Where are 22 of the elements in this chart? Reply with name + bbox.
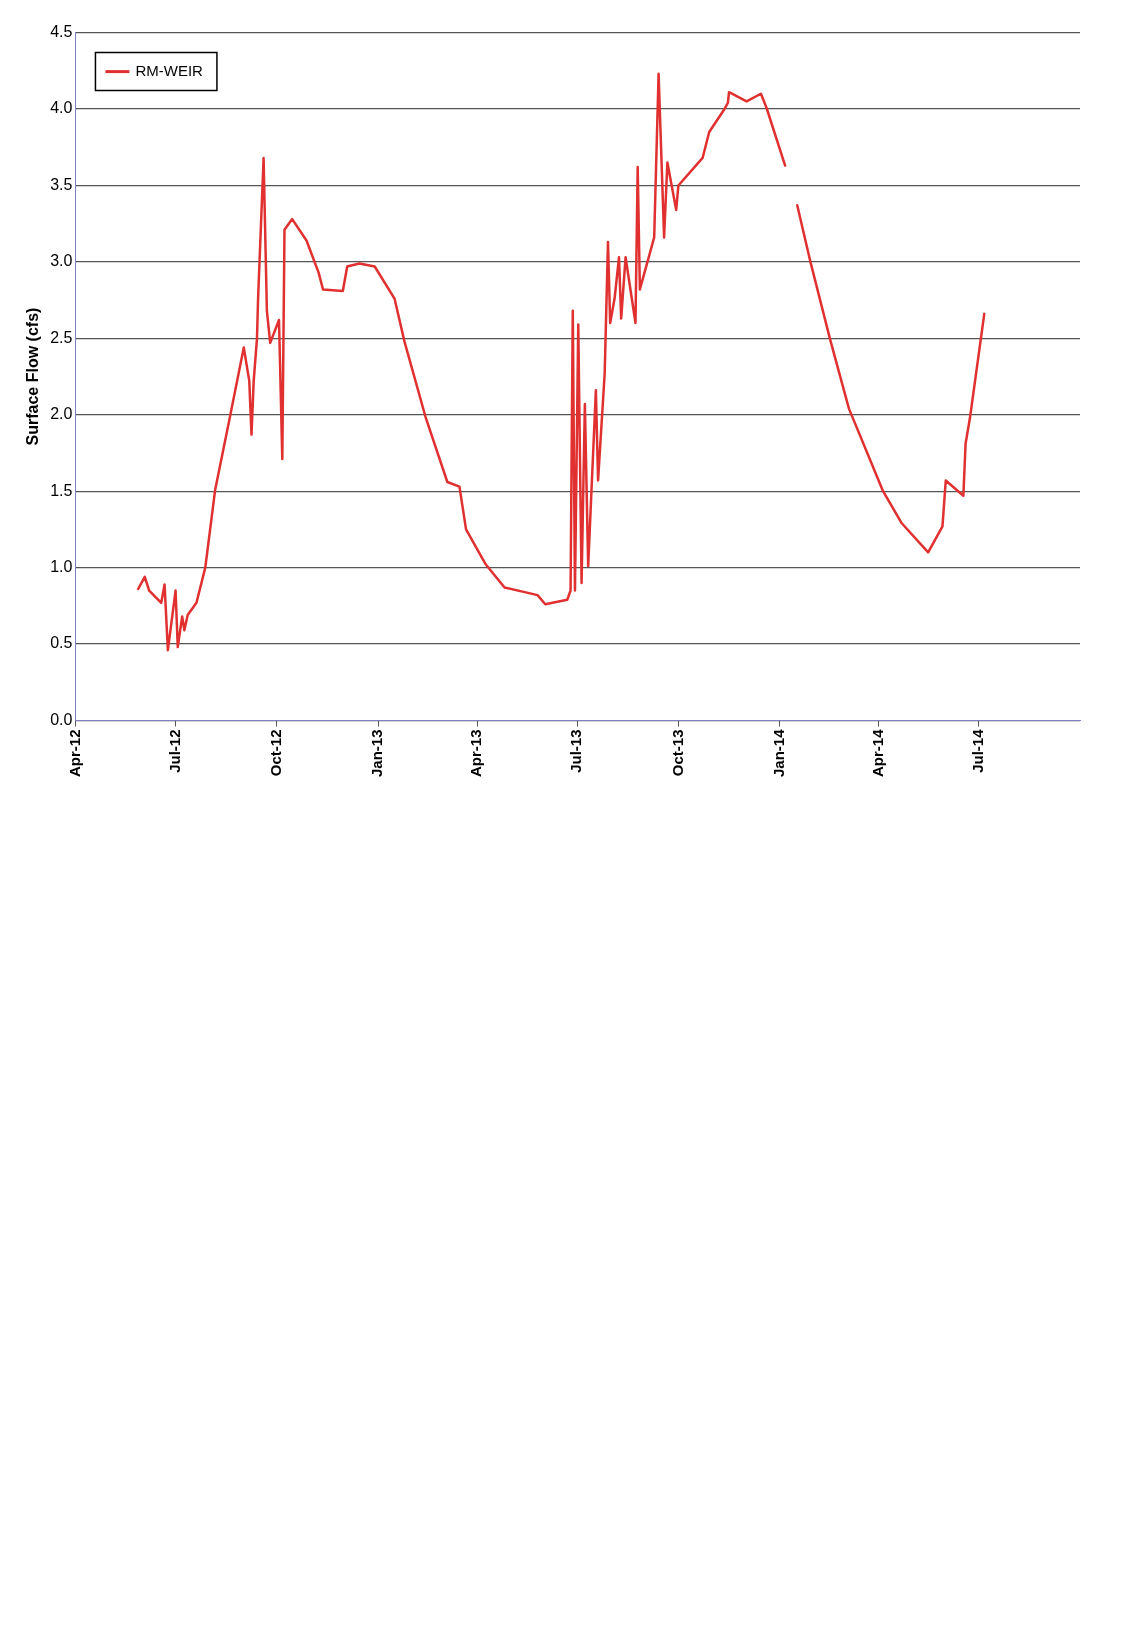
y-tick-label: 3.0 (50, 252, 73, 270)
x-tick-label: Apr-14 (868, 728, 886, 777)
x-tick-label: Oct-12 (266, 729, 284, 777)
x-tick-label: Apr-12 (65, 729, 83, 777)
y-tick-label: 1.5 (50, 481, 73, 499)
y-tick-label: 2.0 (50, 405, 73, 423)
x-tick-label: Jul-12 (165, 729, 183, 773)
y-tick-label: 4.0 (50, 99, 73, 117)
x-tick-label: Jan-13 (368, 729, 386, 777)
y-tick-label: 0.5 (50, 634, 73, 652)
x-tick-label: Oct-13 (668, 729, 686, 777)
x-tick-label: Jan-14 (769, 728, 787, 777)
y-tick-label: 4.5 (50, 23, 73, 41)
y-tick-label: 2.5 (50, 328, 73, 346)
y-tick-label: 3.5 (50, 175, 73, 193)
x-tick-label: Jul-13 (567, 729, 585, 773)
x-tick-label: Apr-13 (467, 729, 485, 777)
y-axis-title: Surface Flow (cfs) (24, 307, 42, 446)
legend-label: RM-WEIR (135, 61, 204, 79)
y-tick-label: 1.0 (50, 558, 73, 576)
y-tick-label: 0.0 (50, 710, 73, 728)
x-tick-label: Jul-14 (968, 728, 986, 773)
